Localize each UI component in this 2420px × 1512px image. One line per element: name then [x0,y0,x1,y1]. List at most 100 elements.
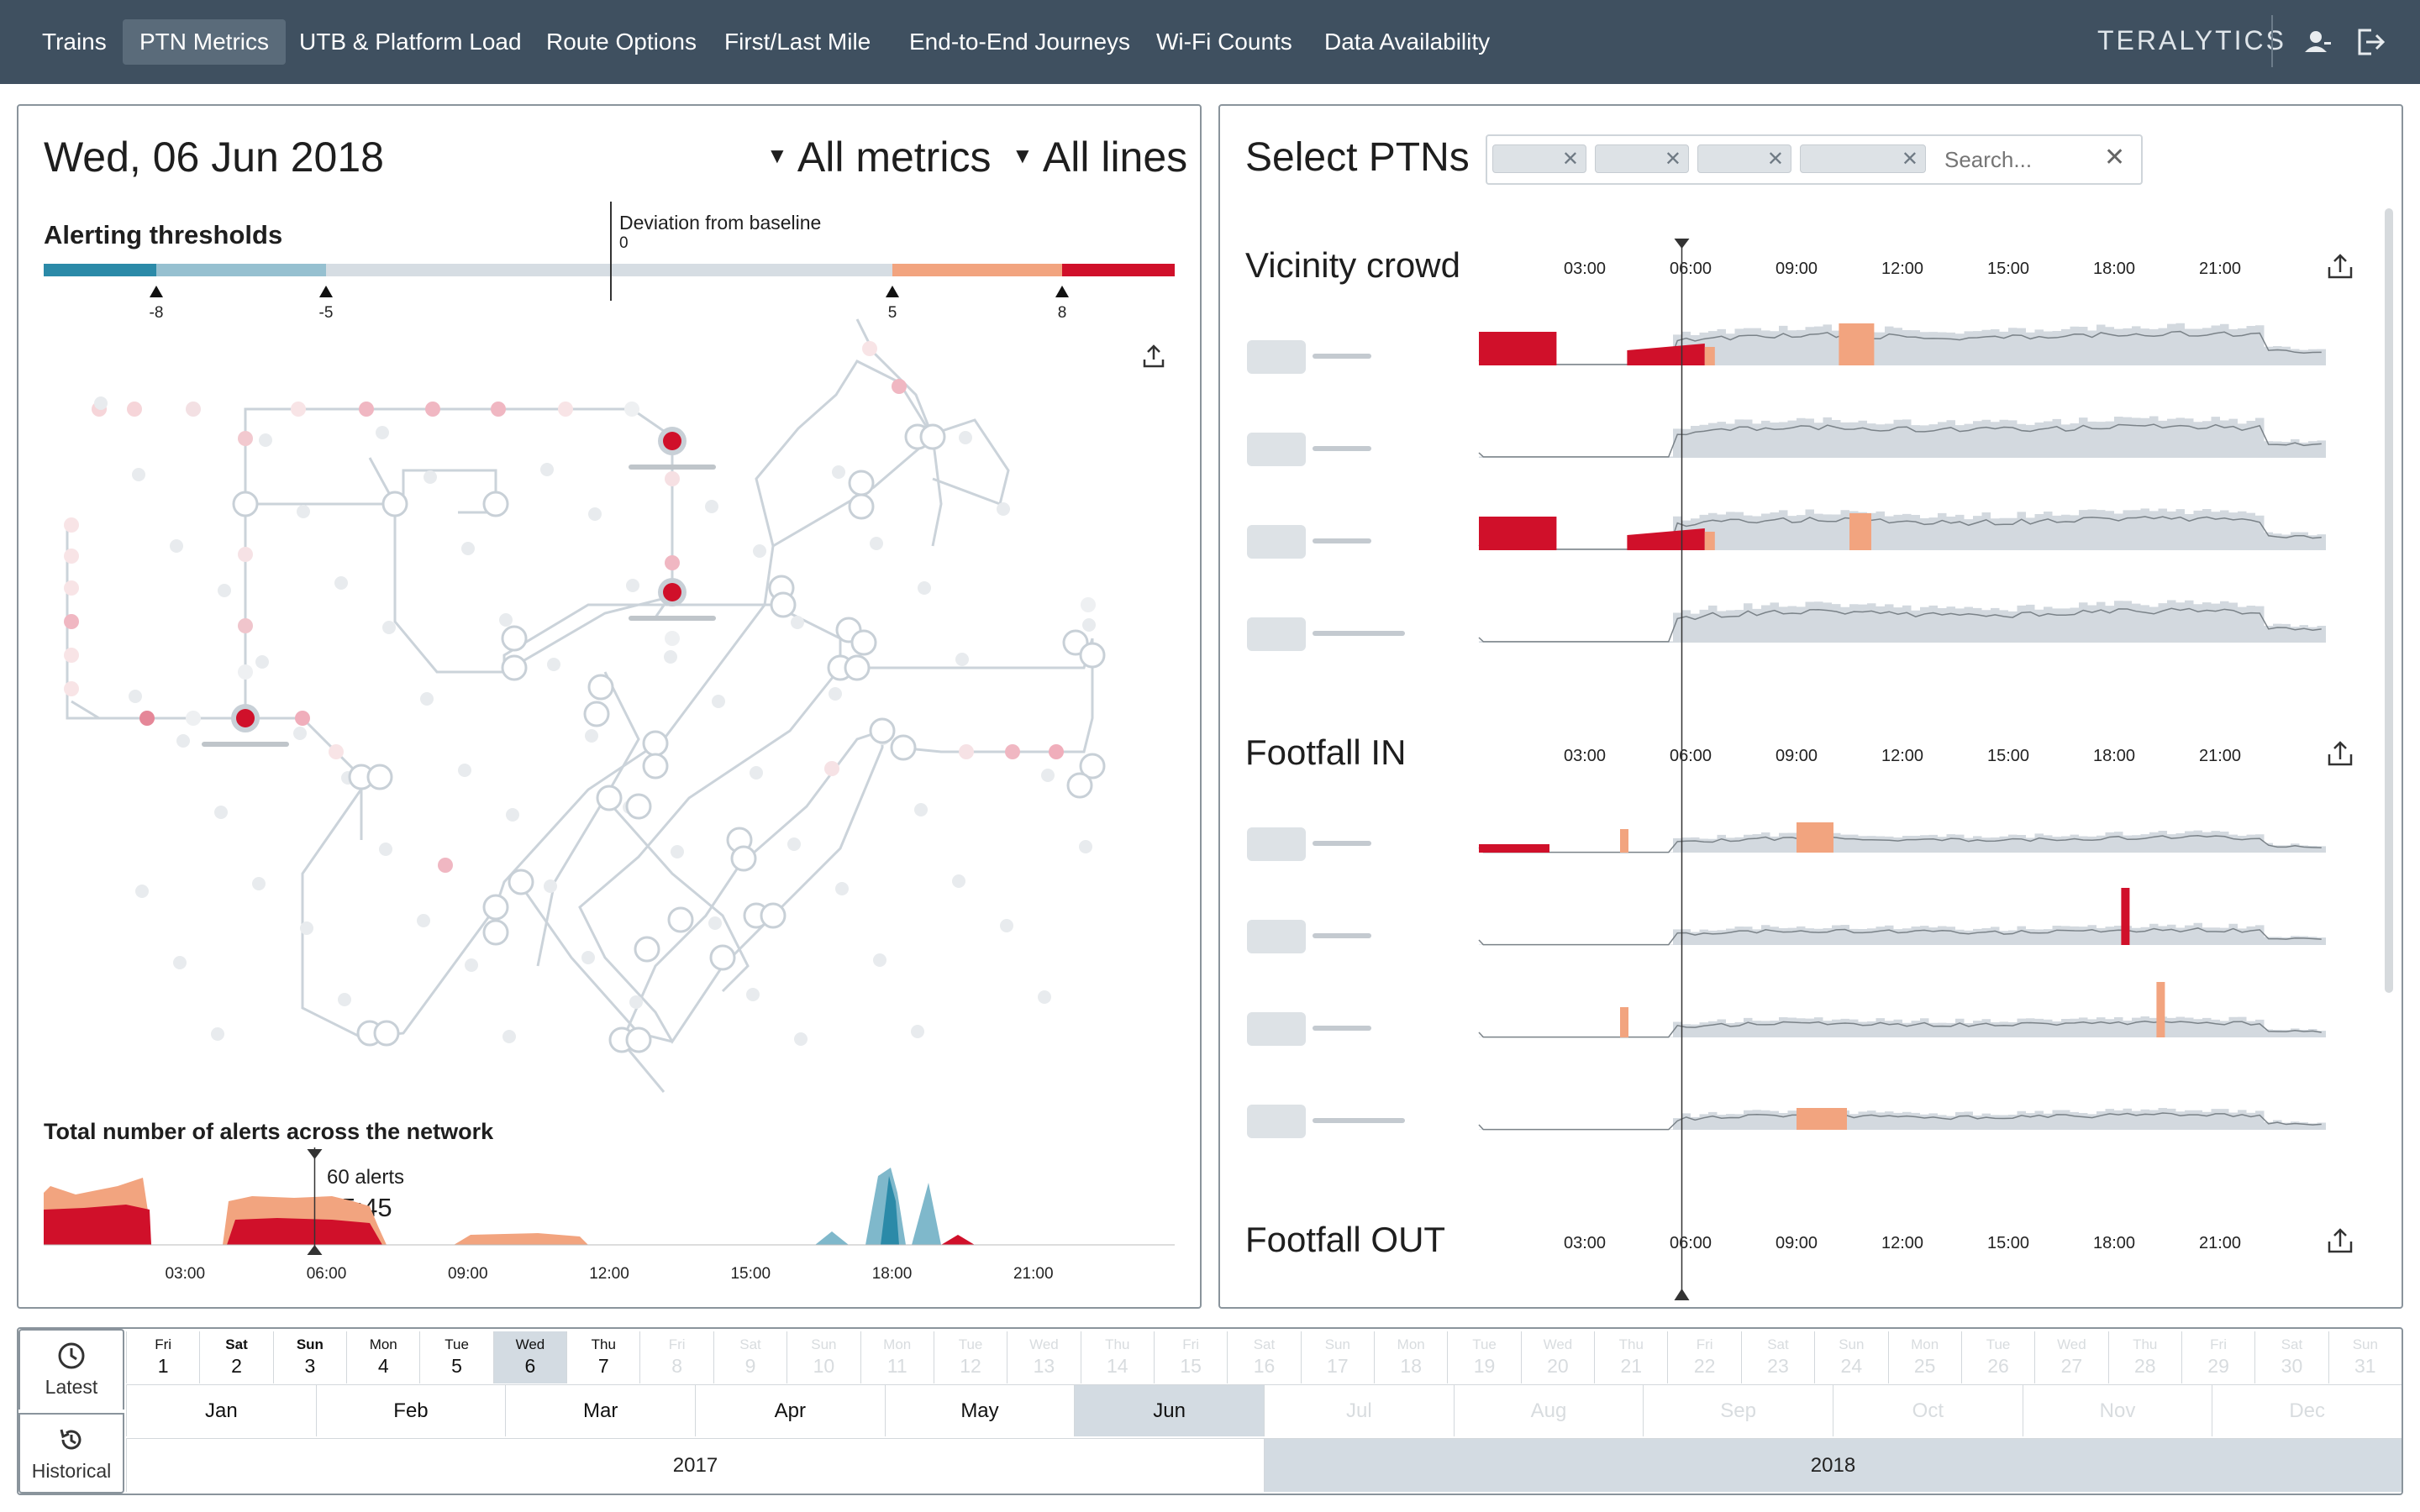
station-dot[interactable] [94,396,108,410]
station-dot[interactable] [359,402,374,417]
station-dot[interactable] [624,402,639,417]
station-dot[interactable] [588,507,602,521]
station-dot[interactable] [139,711,155,726]
ptn-alert-bar[interactable] [1797,822,1833,853]
threshold-tick-marker[interactable] [150,286,163,297]
station-dot[interactable] [491,402,506,417]
station-dot[interactable] [750,766,763,780]
threshold-tick-marker[interactable] [319,286,333,297]
station-dot[interactable] [664,650,677,664]
interchange-station[interactable] [760,902,786,929]
ptn-alert-bar[interactable] [2121,888,2130,945]
station-dot[interactable] [170,539,183,553]
calendar-day[interactable]: Thu 7 [566,1331,639,1383]
station-dot[interactable] [64,681,79,696]
nav-tab[interactable]: UTB & Platform Load [299,29,522,55]
lines-dropdown[interactable]: ▼ All lines [1012,133,1187,181]
ptn-alert-bar[interactable] [1620,829,1628,853]
station-dot[interactable] [824,761,839,776]
station-dot[interactable] [558,402,573,417]
station-dot[interactable] [918,581,931,595]
station-dot[interactable] [712,695,725,708]
station-dot[interactable] [499,613,513,627]
ptn-alert-bar[interactable] [1627,528,1705,550]
station-dot[interactable] [892,379,907,394]
ptn-cursor-top[interactable] [1674,239,1690,249]
alert-station[interactable] [663,583,681,601]
station-dot[interactable] [417,914,430,927]
station-dot[interactable] [424,470,437,484]
station-dot[interactable] [835,882,849,895]
station-dot[interactable] [911,1025,924,1038]
station-dot[interactable] [997,502,1010,516]
calendar-day[interactable]: Sat 2 [199,1331,272,1383]
station-dot[interactable] [870,537,883,550]
interchange-station[interactable] [482,919,509,946]
clear-search-icon[interactable]: ✕ [2104,144,2126,171]
station-dot[interactable] [458,764,471,777]
interchange-station[interactable] [642,730,669,757]
station-dot[interactable] [238,431,253,446]
station-dot[interactable] [64,549,79,564]
station-dot[interactable] [379,843,392,856]
interchange-station[interactable] [482,491,509,517]
alerts-cursor-bottom[interactable] [307,1245,323,1255]
station-dot[interactable] [665,471,680,486]
station-dot[interactable] [461,542,475,555]
interchange-station[interactable] [625,1026,652,1053]
station-dot[interactable] [502,1030,516,1043]
interchange-station[interactable] [634,936,660,963]
station-dot[interactable] [959,744,974,759]
user-icon[interactable] [2299,24,2336,60]
interchange-station[interactable] [587,674,614,701]
interchange-station[interactable] [848,470,875,496]
station-dot[interactable] [129,690,142,703]
station-dot[interactable] [329,744,344,759]
station-dot[interactable] [1041,769,1055,782]
interchange-station[interactable] [501,625,528,652]
station-dot[interactable] [746,988,760,1001]
station-dot[interactable] [297,505,310,518]
interchange-station[interactable] [232,491,259,517]
station-dot[interactable] [64,648,79,663]
export-icon[interactable] [2328,254,2353,279]
station-dot[interactable] [255,655,269,669]
scrollbar[interactable] [2385,208,2393,993]
calendar-month[interactable]: May [884,1384,1075,1436]
interchange-station[interactable] [625,793,652,820]
station-dot[interactable] [585,729,598,743]
ptn-alert-bar[interactable] [1479,517,1557,550]
export-icon[interactable] [1141,343,1166,370]
interchange-station[interactable] [642,753,669,780]
nav-tab[interactable]: Wi-Fi Counts [1156,29,1292,55]
station-dot[interactable] [753,544,766,558]
station-dot[interactable] [914,803,928,816]
interchange-station[interactable] [501,654,528,681]
interchange-station[interactable] [596,785,623,811]
station-dot[interactable] [252,877,266,890]
station-dot[interactable] [832,465,845,479]
remove-chip-icon[interactable]: ✕ [1766,148,1784,171]
alerts-timeline[interactable]: 03:00 06:00 09:00 12:00 15:00 18:00 21:00 [0,1142,1202,1294]
threshold-tick-marker[interactable] [1055,286,1069,297]
station-dot[interactable] [547,658,560,671]
ptn-alert-bar[interactable] [1704,347,1715,365]
latest-button[interactable]: Latest [18,1329,124,1410]
alert-station[interactable] [236,709,255,727]
station-dot[interactable] [544,879,557,893]
station-dot[interactable] [787,837,801,851]
interchange-station[interactable] [1079,642,1106,669]
station-dot[interactable] [376,426,389,439]
station-dot[interactable] [1079,840,1092,853]
logout-icon[interactable] [2353,24,2390,60]
station-dot[interactable] [238,618,253,633]
station-dot[interactable] [186,402,201,417]
calendar-day[interactable]: Wed 6 [492,1331,567,1383]
interchange-station[interactable] [366,764,393,790]
calendar-day[interactable]: Fri 1 [126,1331,199,1383]
station-dot[interactable] [665,555,680,570]
station-dot[interactable] [64,614,79,629]
station-dot[interactable] [338,993,351,1006]
ptn-alert-bar[interactable] [1704,532,1715,550]
remove-chip-icon[interactable]: ✕ [1664,148,1681,171]
